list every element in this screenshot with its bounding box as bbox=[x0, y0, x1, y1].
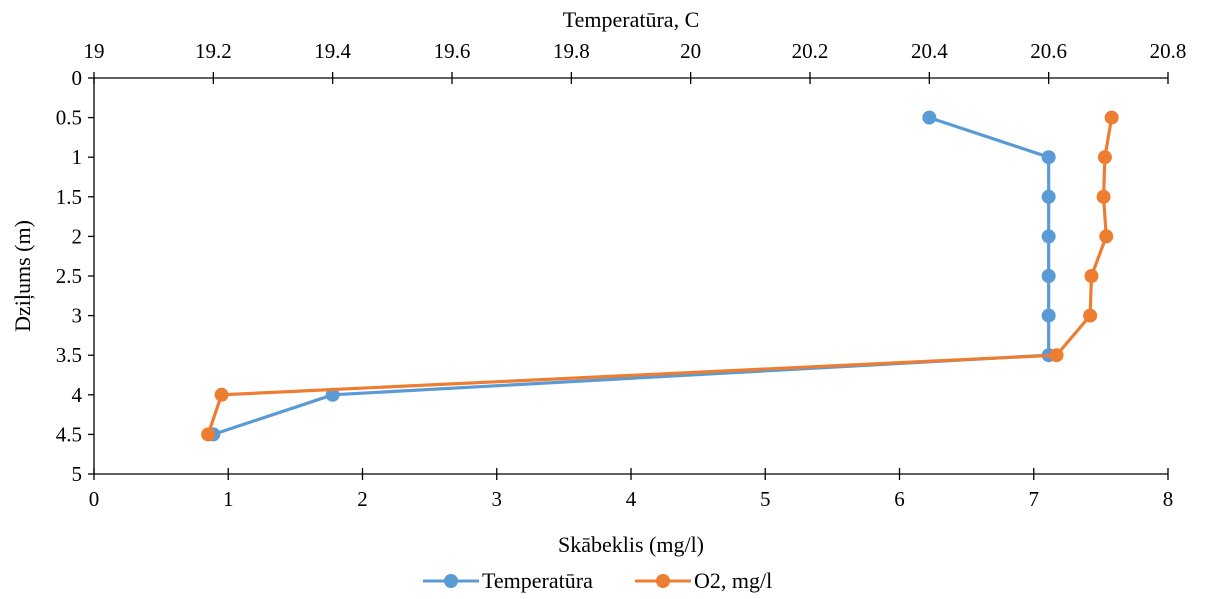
data-point bbox=[1041, 269, 1056, 283]
legend-label-temperature: Temperatūra bbox=[482, 568, 593, 593]
series-line bbox=[206, 117, 1114, 435]
y-axis-tick-label: 0.5 bbox=[56, 106, 82, 130]
bottom-axis-tick-label: 4 bbox=[626, 487, 637, 511]
data-point bbox=[201, 427, 216, 442]
bottom-axis-tick-label: 2 bbox=[357, 487, 368, 511]
top-axis-tick-label: 19.6 bbox=[434, 39, 471, 63]
data-point bbox=[1049, 348, 1064, 363]
series-o2 bbox=[201, 110, 1119, 442]
series-layer bbox=[201, 110, 1119, 442]
data-point bbox=[1041, 229, 1056, 244]
bottom-axis-tick-label: 8 bbox=[1163, 487, 1174, 511]
y-axis-tick-label: 2.5 bbox=[56, 264, 82, 288]
y-axis-tick-label: 4 bbox=[72, 383, 83, 407]
top-axis-tick-label: 19.2 bbox=[195, 39, 232, 63]
bottom-axis-title: Skābeklis (mg/l) bbox=[558, 532, 704, 557]
y-axis-tick-label: 1.5 bbox=[56, 185, 82, 209]
bottom-axis-tick-label: 6 bbox=[894, 487, 905, 511]
legend-label-o2: O2, mg/l bbox=[694, 568, 772, 593]
top-axis-title: Temperatūra, C bbox=[563, 7, 700, 32]
legend-marker-temperature bbox=[444, 574, 458, 588]
legend-item-o2: O2, mg/l bbox=[635, 568, 772, 593]
y-axis-tick-label: 1 bbox=[72, 145, 83, 169]
y-axis-tick-label: 2 bbox=[72, 224, 83, 248]
top-axis-tick-label: 20 bbox=[680, 39, 701, 63]
data-point bbox=[1041, 308, 1056, 323]
data-point bbox=[1041, 150, 1056, 165]
y-axis-tick-label: 5 bbox=[72, 462, 83, 486]
top-axis-tick-label: 20.2 bbox=[792, 39, 829, 63]
bottom-axis-tick-label: 0 bbox=[89, 487, 100, 511]
top-axis-tick-label: 20.6 bbox=[1030, 39, 1067, 63]
data-point bbox=[1104, 110, 1119, 125]
legend-marker-o2 bbox=[656, 574, 670, 588]
y-axis-tick-label: 3 bbox=[72, 304, 83, 328]
series-temperature bbox=[206, 110, 1056, 442]
data-point bbox=[1083, 308, 1098, 323]
data-point bbox=[325, 387, 340, 402]
data-point bbox=[1099, 229, 1114, 244]
y-axis-tick-label: 3.5 bbox=[56, 343, 82, 367]
top-axis-tick-label: 19 bbox=[84, 39, 105, 63]
data-point bbox=[1096, 189, 1111, 204]
top-axis-tick-label: 20.4 bbox=[911, 39, 948, 63]
legend-item-temperature: Temperatūra bbox=[423, 568, 593, 593]
data-point bbox=[1041, 189, 1056, 204]
data-point bbox=[1084, 269, 1099, 283]
data-point bbox=[1097, 150, 1112, 165]
series-line bbox=[212, 116, 1051, 436]
top-axis-tick-label: 20.8 bbox=[1150, 39, 1187, 63]
data-point bbox=[214, 387, 229, 402]
bottom-axis-tick-label: 3 bbox=[492, 487, 503, 511]
bottom-axis-tick-label: 5 bbox=[760, 487, 771, 511]
legend: Temperatūra O2, mg/l bbox=[423, 568, 772, 593]
y-axis-tick-label: 4.5 bbox=[56, 422, 82, 446]
y-axis-tick-label: 0 bbox=[72, 66, 83, 90]
bottom-axis-tick-label: 7 bbox=[1029, 487, 1040, 511]
bottom-axis-tick-label: 1 bbox=[223, 487, 234, 511]
top-axis-tick-label: 19.8 bbox=[553, 39, 590, 63]
y-axis-title: Dziļums (m) bbox=[10, 220, 35, 332]
data-point bbox=[922, 110, 937, 125]
top-axis-tick-label: 19.4 bbox=[314, 39, 351, 63]
axes: 19 19.2 19.4 19.6 19.8 20 20.2 20.4 20.6 20.80 1 2 3… bbox=[56, 39, 1187, 511]
